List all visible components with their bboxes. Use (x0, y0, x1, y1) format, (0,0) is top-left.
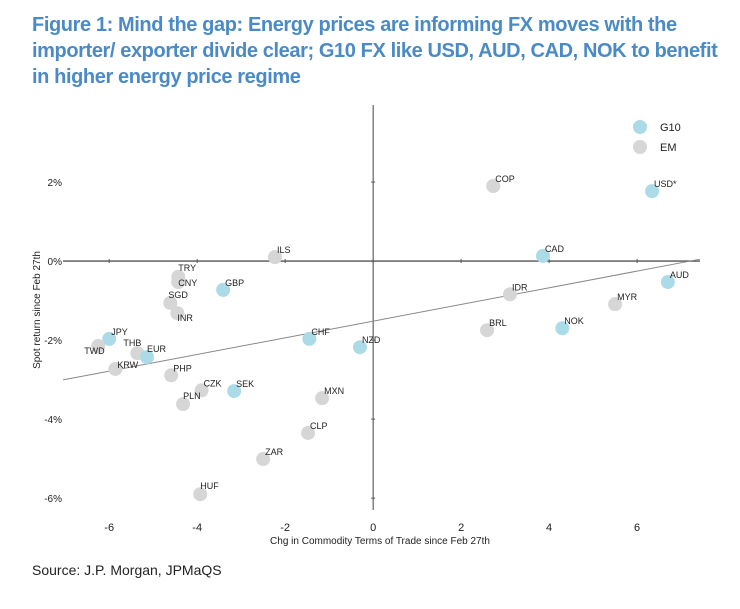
point-label: MXN (324, 386, 344, 396)
legend-marker-g10 (633, 120, 647, 134)
point-label: COP (495, 174, 515, 184)
point-label: PLN (183, 391, 201, 401)
point-em (486, 179, 501, 193)
y-tick-label: -6% (44, 494, 62, 505)
point-em (480, 323, 495, 338)
point-em (301, 425, 316, 440)
y-tick-label: 2% (48, 178, 63, 189)
point-g10 (535, 248, 550, 263)
point-label: JPY (111, 327, 128, 337)
point-label: HUF (200, 481, 219, 491)
point-g10 (216, 282, 231, 297)
point-label: THB (123, 338, 141, 348)
point-g10 (352, 340, 367, 355)
y-tick-label: 0% (48, 257, 63, 268)
point-em (268, 250, 283, 265)
x-tick-label: 0 (370, 522, 376, 534)
legend-label: EM (660, 142, 677, 154)
point-em (170, 306, 185, 321)
point-g10 (302, 331, 317, 346)
point-label: CAD (545, 244, 565, 254)
x-tick-label: -6 (104, 522, 114, 534)
x-tick-label: 4 (546, 522, 552, 534)
point-g10 (645, 184, 660, 199)
point-em (163, 295, 178, 310)
point-em (315, 391, 330, 406)
legend-label: G10 (660, 122, 681, 134)
point-label: GBP (225, 278, 244, 288)
chart-title: Figure 1: Mind the gap: Energy prices ar… (32, 14, 718, 88)
point-g10 (102, 331, 117, 346)
x-tick-label: -4 (192, 522, 202, 534)
point-em (91, 339, 106, 354)
point-label: IDR (512, 282, 528, 292)
point-label: CZK (204, 378, 222, 388)
point-g10 (140, 350, 155, 365)
x-axis-label: Chg in Commodity Terms of Trade since Fe… (270, 536, 490, 547)
point-label: BRL (489, 318, 507, 328)
point-label: PHP (173, 363, 192, 373)
point-label: CHF (311, 327, 330, 337)
point-label: CLP (310, 421, 328, 431)
point-em (171, 275, 186, 290)
point-label: ILS (277, 245, 291, 255)
point-em (256, 452, 271, 467)
source-note: Source: J.P. Morgan, JPMaQS (32, 562, 222, 578)
point-label: ZAR (265, 447, 284, 457)
point-em (194, 383, 209, 398)
point-label: USD* (654, 179, 677, 189)
trendline (62, 258, 701, 381)
legend-marker-em (633, 140, 647, 154)
y-tick-label: -4% (44, 415, 62, 426)
y-tick-label: -2% (44, 336, 62, 347)
point-em (608, 297, 623, 312)
y-axis-label: Spot return since Feb 27th (32, 251, 43, 369)
point-label: AUD (670, 270, 690, 280)
point-label: EUR (147, 344, 167, 354)
x-tick-label: 6 (634, 522, 640, 534)
point-label: CNY (178, 278, 197, 288)
point-em (502, 287, 517, 302)
point-em (193, 487, 208, 502)
point-label: INR (177, 313, 193, 323)
point-label: NOK (564, 316, 584, 326)
point-em (164, 368, 179, 383)
point-g10 (660, 275, 675, 290)
point-label: KRW (117, 360, 138, 370)
x-tick-label: 2 (458, 522, 464, 534)
point-label: SGD (168, 290, 188, 300)
point-label: NZD (362, 335, 381, 345)
x-tick-label: -2 (280, 522, 290, 534)
point-label: MYR (617, 292, 638, 302)
point-label: TWD (84, 346, 105, 356)
point-g10 (555, 321, 570, 336)
point-label: SEK (236, 379, 254, 389)
point-em (108, 361, 123, 376)
point-label: TRY (178, 263, 196, 273)
point-g10 (227, 384, 242, 399)
point-em (176, 397, 191, 412)
